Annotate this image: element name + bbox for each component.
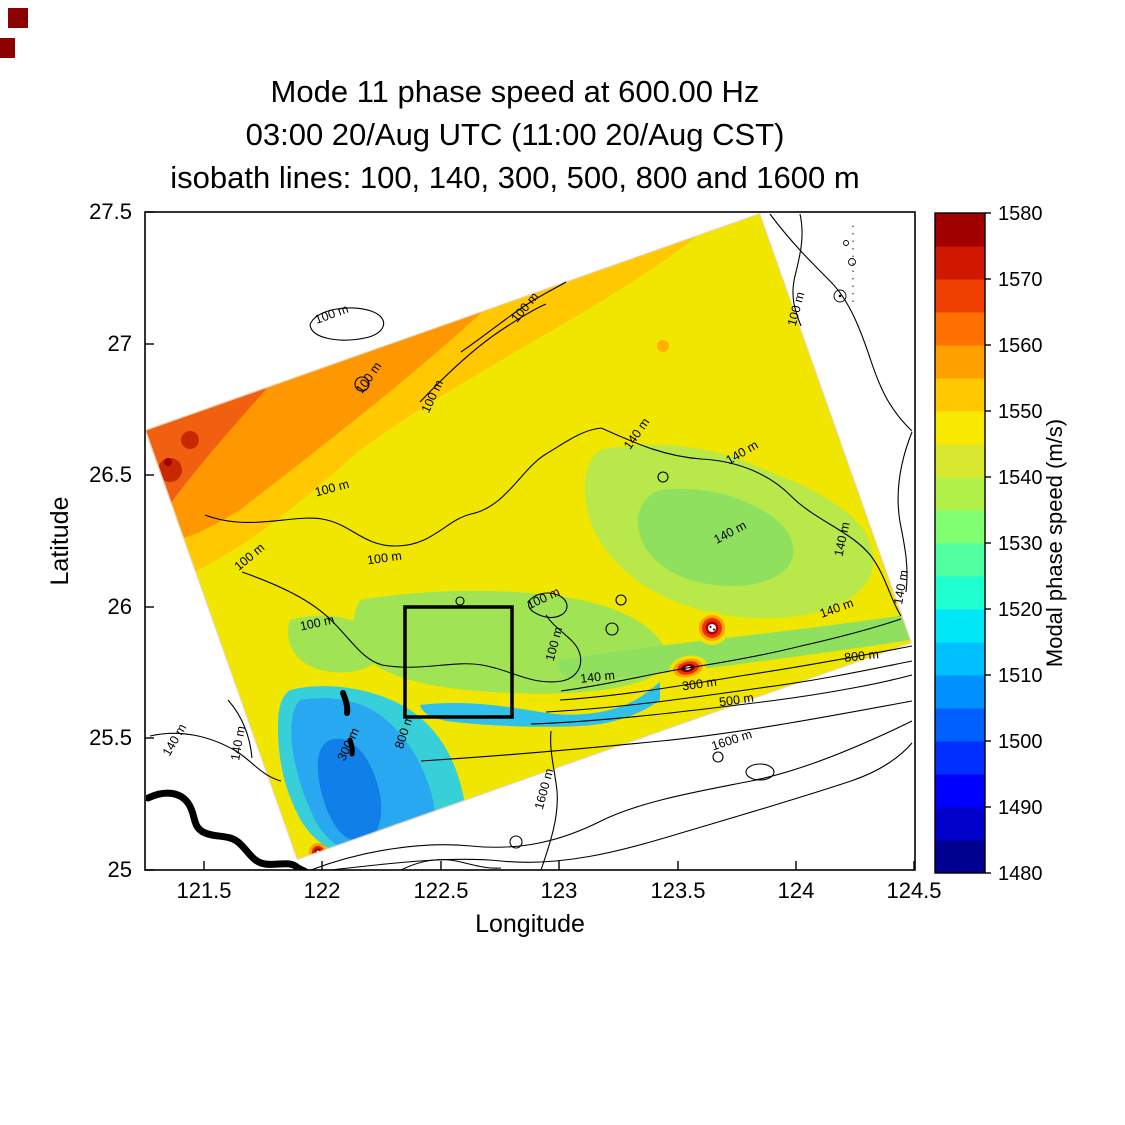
- colorbar-tick-label: 1560: [998, 335, 1043, 357]
- colorbar-band: [935, 378, 985, 412]
- x-tick-label: 122: [304, 878, 341, 903]
- field-band-1548: [146, 235, 698, 572]
- colorbar-bands: [935, 213, 985, 874]
- artifact-square-top: [8, 8, 28, 28]
- isobath-label: 140 m: [580, 668, 616, 686]
- colorbar-band: [935, 246, 985, 280]
- colorbar-band: [935, 444, 985, 478]
- colorbar-tick-label: 1550: [998, 401, 1043, 423]
- y-tick-label: 25: [108, 857, 132, 882]
- isobath-label: 1600 m: [710, 727, 754, 753]
- isobath-label: 100 m: [313, 302, 350, 327]
- colorbar-band: [935, 675, 985, 709]
- chart-subtitle: 03:00 20/Aug UTC (11:00 20/Aug CST): [246, 117, 785, 152]
- y-tick-label: 26: [108, 594, 132, 619]
- isobath-label: 100 m: [366, 549, 402, 568]
- colorbar-tick-label: 1540: [998, 467, 1043, 489]
- field-spot-1562: [158, 458, 182, 482]
- colorbar-band: [935, 345, 985, 379]
- field-green-east-core: [637, 488, 794, 586]
- colorbar-tick-label: 1580: [998, 203, 1043, 225]
- x-tick-label: 122.5: [413, 878, 468, 903]
- colorbar-band: [935, 510, 985, 544]
- y-axis-label: Latitude: [46, 497, 74, 586]
- isobath-label: 300 m: [681, 675, 717, 694]
- x-tick-label: 123.5: [650, 878, 705, 903]
- isobath-label: 800 m: [844, 647, 880, 665]
- x-tick-label: 124.5: [886, 878, 941, 903]
- colorbar-band: [935, 642, 985, 676]
- y-tick-marks: [145, 211, 154, 871]
- x-tick-labels: 121.5 122 122.5 123 123.5 124 124.5: [176, 878, 941, 903]
- colorbar-tick-label: 1520: [998, 599, 1043, 621]
- highlight-box: [403, 605, 514, 719]
- isobath-label: 140 m: [891, 569, 911, 606]
- colorbar-band: [935, 609, 985, 643]
- x-tick-marks: [203, 861, 915, 870]
- isobath-lines: [149, 213, 913, 870]
- colorbar-band: [935, 312, 985, 346]
- plot-border: [144, 211, 916, 871]
- colorbar-band: [935, 279, 985, 313]
- colorbar-tick-label: 1530: [998, 533, 1043, 555]
- colorbar-tick-labels: 1480 1490 1500 1510 1520 1530 1540 1550 …: [998, 203, 1043, 885]
- y-tick-label: 26.5: [89, 462, 132, 487]
- colorbar-tick-label: 1510: [998, 665, 1043, 687]
- field-spot-1562b: [181, 431, 199, 449]
- field-band-1558: [146, 387, 268, 520]
- colorbar-tick-marks: [985, 212, 991, 874]
- colorbar-band: [935, 576, 985, 610]
- y-tick-labels: 25 25.5 26 26.5 27 27.5: [89, 199, 132, 882]
- colorbar-band: [935, 477, 985, 511]
- x-axis-label: Longitude: [475, 910, 585, 938]
- y-tick-label: 27.5: [89, 199, 132, 224]
- colorbar-tick-label: 1570: [998, 269, 1043, 291]
- colorbar-band: [935, 411, 985, 445]
- x-tick-label: 124: [778, 878, 815, 903]
- field-warm-dot: [657, 340, 669, 352]
- hotspot-1: [695, 611, 729, 645]
- isobath-label: 500 m: [718, 691, 754, 710]
- colorbar-band: [935, 741, 985, 775]
- field-spot-1566: [164, 458, 172, 466]
- isobath-note: isobath lines: 100, 140, 300, 500, 800 a…: [170, 160, 859, 195]
- isobath-label: 140 m: [160, 721, 189, 758]
- colorbar-band: [935, 708, 985, 742]
- colorbar-band: [935, 840, 985, 874]
- isobath-label: 140 m: [228, 725, 248, 762]
- colorbar-band: [935, 774, 985, 808]
- colorbar-tick-label: 1480: [998, 863, 1043, 885]
- colorbar-band: [935, 213, 985, 247]
- chart-title: Mode 11 phase speed at 600.00 Hz: [271, 74, 760, 109]
- field-band-1552: [146, 311, 483, 545]
- artifact-square-left: [0, 38, 15, 58]
- colorbar-tick-label: 1490: [998, 797, 1043, 819]
- x-tick-label: 121.5: [176, 878, 231, 903]
- colorbar-band: [935, 543, 985, 577]
- field-green-shelf: [558, 615, 910, 680]
- y-tick-label: 27: [108, 331, 132, 356]
- field-green-west: [288, 615, 382, 673]
- colorbar-band: [935, 807, 985, 841]
- field-blue-core: [317, 738, 382, 841]
- field-spot-1562c: [152, 492, 168, 508]
- colorbar-tick-label: 1500: [998, 731, 1043, 753]
- y-tick-label: 25.5: [89, 725, 132, 750]
- x-tick-label: 123: [541, 878, 578, 903]
- colorbar-label: Modal phase speed (m/s): [1042, 419, 1067, 667]
- taiwan-coastline: [146, 690, 355, 870]
